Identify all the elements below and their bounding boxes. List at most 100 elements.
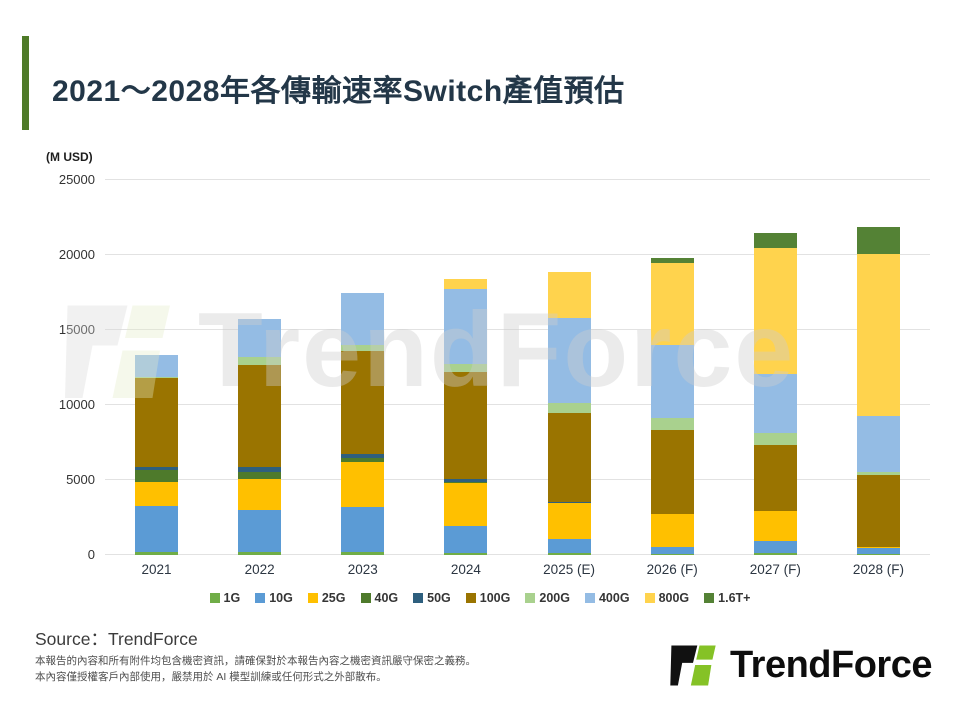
bar-segment-2027 (F)-10G bbox=[753, 540, 797, 553]
page-title: 2021～2028年各傳輸速率Switch產值預估 bbox=[52, 75, 625, 108]
bar-segment-2026 (F)-25G bbox=[650, 513, 694, 547]
bar-segment-2025 (E)-10G bbox=[547, 539, 591, 553]
legend-swatch-10G bbox=[255, 593, 266, 603]
bar-segment-2022-100G bbox=[238, 365, 282, 468]
legend-label-1G: 1G bbox=[223, 591, 241, 605]
bar-segment-2021-200G bbox=[135, 376, 179, 378]
bar-column-2026 (F) bbox=[650, 180, 694, 555]
bar-segment-2028 (F)-400G bbox=[856, 416, 900, 472]
bar-segment-2021-40G bbox=[135, 470, 179, 482]
bar-segment-2025 (E)-200G bbox=[547, 403, 591, 414]
chart-legend: 1G 10G 25G 40G 50G 100G 200G 400G 800G 1.6T+ bbox=[0, 591, 960, 605]
legend-item-100G: 100G bbox=[465, 591, 511, 605]
chart-plot-area bbox=[105, 179, 930, 555]
bar-segment-2021-100G bbox=[135, 378, 179, 467]
bar-segment-2024-1G bbox=[444, 552, 488, 555]
legend-swatch-1G bbox=[209, 593, 220, 603]
bar-segment-2024-100G bbox=[444, 371, 488, 479]
x-axis-labels: 2021 2022 2023 2024 2025 (E) 2026 (F) 2027 (F)… bbox=[105, 562, 930, 577]
bar-segment-2027 (F)-25G bbox=[753, 510, 797, 541]
bar-segment-2025 (E)-25G bbox=[547, 503, 591, 540]
bar-segment-2028 (F)-800G bbox=[856, 253, 900, 417]
legend-item-400G: 400G bbox=[584, 591, 630, 605]
bar-segment-2028 (F)-1G bbox=[856, 554, 900, 555]
bar-segment-2023-200G bbox=[341, 345, 385, 351]
legend-swatch-25G bbox=[307, 593, 318, 603]
logo-text: TrendForce bbox=[730, 643, 932, 686]
bar-segment-2023-40G bbox=[341, 457, 385, 462]
legend-swatch-40G bbox=[360, 593, 371, 603]
bar-segment-2028 (F)-100G bbox=[856, 474, 900, 547]
bar-segment-2027 (F)-200G bbox=[753, 432, 797, 445]
y-axis-unit-label: (M USD) bbox=[46, 150, 93, 164]
bar-segment-2024-40G bbox=[444, 481, 488, 483]
legend-label-50G: 50G bbox=[427, 591, 451, 605]
x-axis-label-2022: 2022 bbox=[244, 562, 275, 577]
source-label: Source：TrendForce bbox=[35, 629, 198, 649]
bar-segment-2022-200G bbox=[238, 356, 282, 366]
disclaimer-text: 本報告的內容和所有附件均包含機密資訊，請確保對於本報告內容之機密資訊嚴守保密之義… bbox=[35, 653, 476, 686]
trendforce-logo-icon bbox=[670, 645, 716, 686]
bar-segment-2025 (E)-100G bbox=[547, 413, 591, 502]
gridline-5000 bbox=[105, 479, 930, 480]
bar-segment-2025 (E)-400G bbox=[547, 317, 591, 404]
bar-segment-2023-50G bbox=[341, 453, 385, 458]
bar-segment-2026 (F)-200G bbox=[650, 418, 694, 430]
bar-segment-2025 (E)-1G bbox=[547, 552, 591, 555]
gridline-10000 bbox=[105, 404, 930, 405]
y-tick-label-20000: 20000 bbox=[58, 247, 95, 262]
bar-segment-2026 (F)-800G bbox=[650, 262, 694, 345]
legend-label-100G: 100G bbox=[479, 591, 511, 605]
bar-column-2023 bbox=[341, 180, 385, 555]
x-axis-label-2025 (E): 2025 (E) bbox=[543, 562, 595, 577]
bar-segment-2024-25G bbox=[444, 483, 488, 526]
legend-swatch-1.6T+ bbox=[704, 593, 715, 603]
legend-label-400G: 400G bbox=[598, 591, 630, 605]
bar-segment-2025 (E)-50G bbox=[547, 501, 591, 503]
legend-item-1G: 1G bbox=[209, 591, 241, 605]
disclaimer-line-1: 本報告的內容和所有附件均包含機密資訊，請確保對於本報告內容之機密資訊嚴守保密之義… bbox=[35, 655, 476, 667]
bar-segment-2025 (E)-800G bbox=[547, 271, 591, 318]
gridline-15000 bbox=[105, 329, 930, 330]
bar-column-2025 (E) bbox=[547, 180, 591, 555]
gridline-25000 bbox=[105, 179, 930, 180]
bar-segment-2025 (E)-40G bbox=[547, 502, 591, 504]
y-tick-label-15000: 15000 bbox=[58, 322, 95, 337]
bar-segment-2024-50G bbox=[444, 478, 488, 482]
bar-segment-2026 (F)-10G bbox=[650, 546, 694, 554]
title-accent-bar bbox=[22, 36, 29, 130]
bar-column-2027 (F) bbox=[753, 180, 797, 555]
x-axis-label-2028 (F): 2028 (F) bbox=[852, 562, 904, 577]
y-tick-label-0: 0 bbox=[87, 547, 95, 562]
disclaimer-line-2: 本內容僅授權客戶內部使用，嚴禁用於 AI 模型訓練或任何形式之外部散布。 bbox=[35, 671, 387, 684]
bar-segment-2026 (F)-1G bbox=[650, 553, 694, 555]
legend-item-50G: 50G bbox=[413, 591, 451, 605]
legend-swatch-200G bbox=[525, 593, 536, 603]
legend-swatch-100G bbox=[465, 593, 476, 603]
bar-segment-2021-25G bbox=[135, 481, 179, 507]
gridline-0 bbox=[105, 554, 930, 555]
bar-segment-2021-1G bbox=[135, 552, 179, 555]
bar-segment-2022-25G bbox=[238, 478, 282, 511]
trendforce-logo: TrendForce bbox=[666, 638, 932, 692]
legend-label-800G: 800G bbox=[658, 591, 690, 605]
bar-segment-2022-50G bbox=[238, 467, 282, 473]
bar-segment-2023-25G bbox=[341, 462, 385, 507]
legend-swatch-50G bbox=[413, 593, 424, 603]
y-tick-label-25000: 25000 bbox=[58, 172, 95, 187]
bar-segment-2027 (F)-100G bbox=[753, 444, 797, 511]
y-tick-label-10000: 10000 bbox=[58, 397, 95, 412]
bar-segment-2027 (F)-400G bbox=[753, 374, 797, 433]
bar-segment-2028 (F)-1.6T+ bbox=[856, 227, 900, 254]
bar-segment-2024-400G bbox=[444, 289, 488, 364]
bar-column-2021 bbox=[135, 180, 179, 555]
bar-column-2024 bbox=[444, 180, 488, 555]
bar-segment-2024-200G bbox=[444, 363, 488, 372]
bar-segment-2022-1G bbox=[238, 552, 282, 555]
x-axis-label-2024: 2024 bbox=[450, 562, 481, 577]
bar-segment-2028 (F)-10G bbox=[856, 548, 900, 555]
bar-segment-2021-10G bbox=[135, 506, 179, 552]
bar-segment-2022-400G bbox=[238, 319, 282, 357]
legend-label-40G: 40G bbox=[374, 591, 399, 605]
legend-swatch-400G bbox=[584, 593, 595, 603]
